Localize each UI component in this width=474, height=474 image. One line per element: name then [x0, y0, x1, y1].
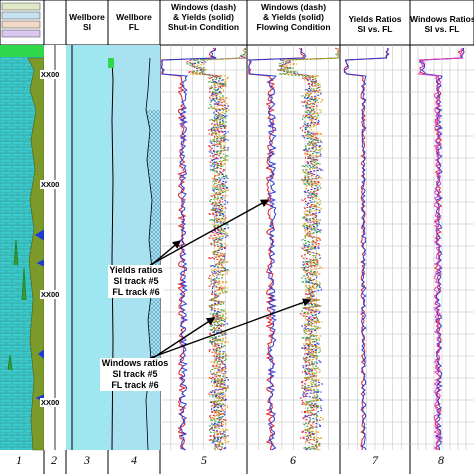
t4-window-green — [185, 47, 246, 451]
track4-profile — [111, 59, 114, 451]
depth-label-4: XX00 — [40, 398, 61, 407]
t4-window-blue — [191, 48, 248, 451]
t7-ratio-pink — [417, 47, 464, 451]
t5-yield-blue — [247, 47, 307, 451]
t4-window-orange — [190, 47, 246, 451]
header-track5: Windows (dash) & Yields (solid) Flowing … — [256, 2, 331, 32]
track1-green-spikes — [7, 239, 27, 371]
header-track6: Yields Ratios SI vs. FL — [348, 14, 402, 34]
track-number-2: 2 — [51, 453, 57, 467]
track1-top-green — [0, 45, 44, 57]
depth-label-1: XX00 — [40, 70, 61, 79]
track-number-1: 1 — [16, 453, 22, 467]
annotation-arrows — [147, 199, 312, 361]
header-band — [0, 0, 474, 46]
depth-label-3: XX00 — [40, 290, 61, 299]
track4-top-green — [108, 58, 114, 68]
legend-mini — [1, 2, 41, 38]
track1-olive-curve — [27, 57, 45, 451]
t6-ratio-blue — [343, 47, 390, 451]
annotation-yields: Yields ratios SI track #5 FL track #6 — [108, 265, 164, 298]
legend-swatch-2 — [1, 11, 41, 20]
depth-label-2: XX00 — [40, 180, 61, 189]
track-number-6: 6 — [290, 453, 296, 467]
track-number-5: 5 — [201, 453, 207, 467]
annotation-windows: Windows ratios SI track #5 FL track #6 — [100, 358, 170, 391]
t5-window-red — [277, 47, 339, 451]
header-track2: Wellbore SI — [69, 12, 105, 32]
header-track7: Windows Ratios SI vs. FL — [410, 14, 474, 34]
header-track4: Windows (dash) & Yields (solid) Shut-in … — [167, 2, 240, 32]
t7-ratio-blue — [418, 47, 465, 451]
legend-swatch-3 — [1, 20, 41, 29]
track-number-8: 8 — [438, 453, 444, 467]
t5-window-orange — [279, 48, 339, 451]
t4-yield-blue — [161, 47, 217, 451]
header-track3: Wellbore FL — [116, 12, 152, 32]
t5-yield-red — [247, 47, 306, 451]
track-number-3: 3 — [84, 453, 90, 467]
legend-swatch-1 — [1, 2, 41, 11]
curves — [160, 47, 465, 451]
track-number-7: 7 — [372, 453, 378, 467]
track1-blue-spikes — [34, 229, 45, 402]
legend-swatch-4 — [1, 29, 41, 38]
track-number-4: 4 — [131, 453, 137, 467]
